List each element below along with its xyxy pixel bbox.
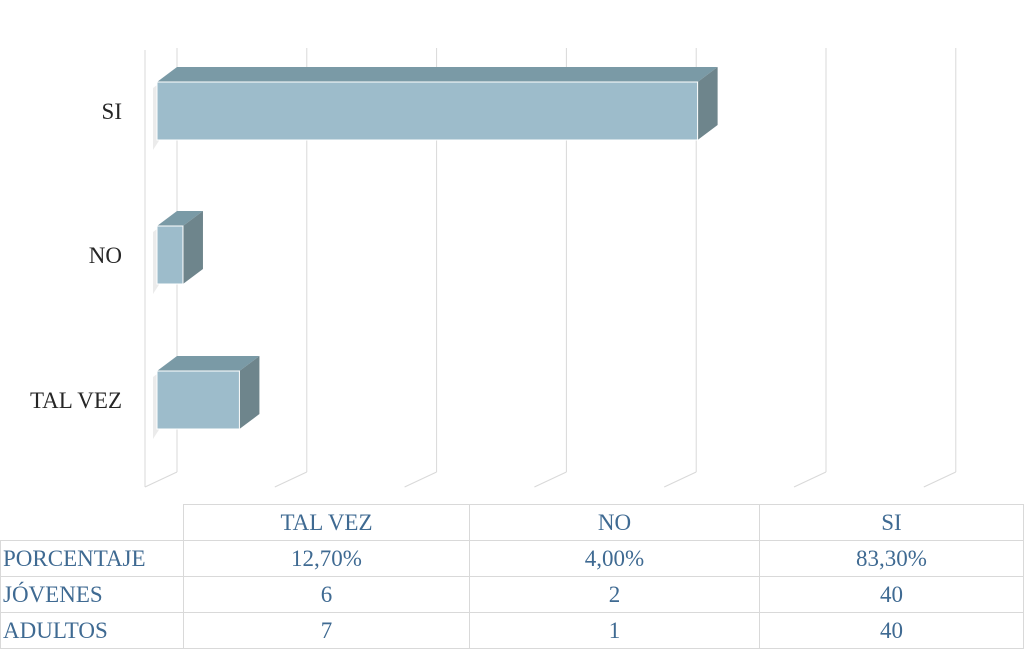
column-header-si: SI — [759, 504, 1024, 541]
gridline-floor — [663, 471, 697, 488]
data-table: TAL VEZ NO SI PORCENTAJE 12,70% 4,00% 83… — [0, 504, 1024, 649]
bar-top-face — [157, 67, 718, 82]
table-cell: 12,70% — [183, 540, 470, 577]
bar-top-face — [157, 356, 260, 371]
table-cell: 7 — [183, 612, 470, 649]
category-labels: TAL VEZ NO SI — [30, 99, 122, 413]
table-cell: 6 — [183, 576, 470, 613]
category-label: NO — [89, 243, 122, 268]
gridline-floor — [923, 471, 957, 488]
gridline-floor — [534, 471, 567, 488]
bar-no — [153, 211, 203, 294]
table-cell: 40 — [759, 612, 1024, 649]
bar-top-face — [157, 211, 203, 226]
row-header-adultos: ADULTOS — [0, 612, 184, 649]
table-row: PORCENTAJE 12,70% 4,00% 83,30% — [0, 540, 1024, 577]
column-header-tal-vez: TAL VEZ — [183, 504, 470, 541]
row-header-jovenes: JÓVENES — [0, 576, 184, 613]
bar-side-face — [239, 356, 260, 429]
gridline-floor — [404, 471, 437, 488]
gridline-floor — [793, 471, 827, 488]
bar-tal-vez — [153, 356, 260, 439]
table-cell: 83,30% — [759, 540, 1024, 577]
gridline-floor — [274, 471, 308, 488]
table-cell: 1 — [469, 612, 760, 649]
bar-side-face — [182, 211, 203, 284]
bar-front-face — [156, 370, 240, 430]
bar-front-face — [156, 81, 699, 141]
category-label: TAL VEZ — [30, 388, 122, 413]
gridline-floor — [144, 471, 178, 488]
table-row: ADULTOS 7 1 40 — [0, 612, 1024, 649]
table-header-row: TAL VEZ NO SI — [0, 504, 1024, 541]
bar-front-face — [156, 225, 184, 285]
column-header-no: NO — [469, 504, 760, 541]
table-cell: 2 — [469, 576, 760, 613]
bar-side-face — [697, 67, 718, 140]
table-corner-cell — [0, 504, 184, 541]
table-row: JÓVENES 6 2 40 — [0, 576, 1024, 613]
table-cell: 4,00% — [469, 540, 760, 577]
bars — [153, 67, 718, 439]
row-header-porcentaje: PORCENTAJE — [0, 540, 184, 577]
bar-chart: TAL VEZ NO SI — [30, 48, 957, 488]
bar-si — [153, 67, 718, 150]
table-cell: 40 — [759, 576, 1024, 613]
category-label: SI — [102, 99, 122, 124]
